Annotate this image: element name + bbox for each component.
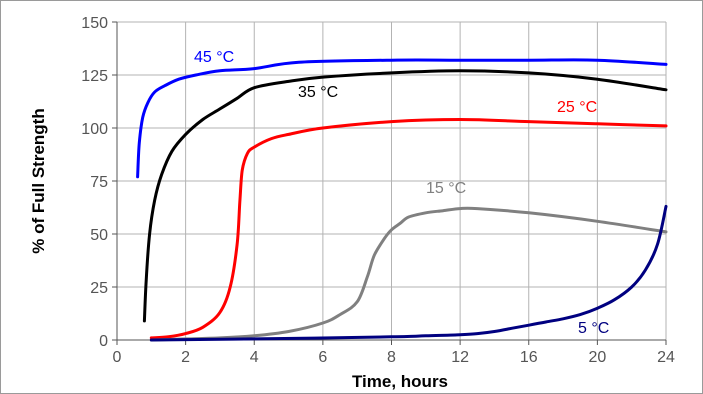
series — [136, 58, 668, 342]
x-tick-label: 6 — [318, 349, 327, 366]
x-tick-label: 12 — [451, 349, 469, 366]
series-line-25c — [149, 118, 668, 340]
series-line-5c — [149, 204, 668, 342]
x-tick-label: 16 — [520, 349, 538, 366]
y-tick-label: 125 — [81, 68, 108, 85]
series-line-35c — [142, 69, 668, 323]
series-label-5c: 5 °C — [578, 320, 609, 337]
y-tick-label: 150 — [81, 15, 108, 32]
y-tick-label: 50 — [90, 227, 108, 244]
series-label-35c: 35 °C — [298, 84, 338, 101]
x-axis-title: Time, hours — [352, 372, 448, 391]
series-line-45c — [136, 58, 668, 179]
x-tick-label: 2 — [181, 349, 190, 366]
x-tick-label: 24 — [657, 349, 675, 366]
x-tick-label: 8 — [387, 349, 396, 366]
y-tick-label: 75 — [90, 174, 108, 191]
series-label-15c: 15 °C — [426, 180, 466, 197]
x-tick-label: 4 — [250, 349, 259, 366]
y-tick-label: 25 — [90, 280, 108, 297]
grid — [117, 21, 667, 341]
series-label-25c: 25 °C — [557, 99, 597, 116]
series-label-45c: 45 °C — [194, 49, 234, 66]
y-tick-label: 0 — [99, 333, 108, 350]
y-axis-title: % of Full Strength — [29, 108, 48, 253]
series-labels: 45 °C 35 °C 25 °C 15 °C 5 °C — [194, 49, 609, 337]
x-tick-label: 0 — [113, 349, 122, 366]
series-line-15c — [149, 206, 668, 342]
y-tick-label: 100 — [81, 121, 108, 138]
x-tick-label: 20 — [588, 349, 606, 366]
